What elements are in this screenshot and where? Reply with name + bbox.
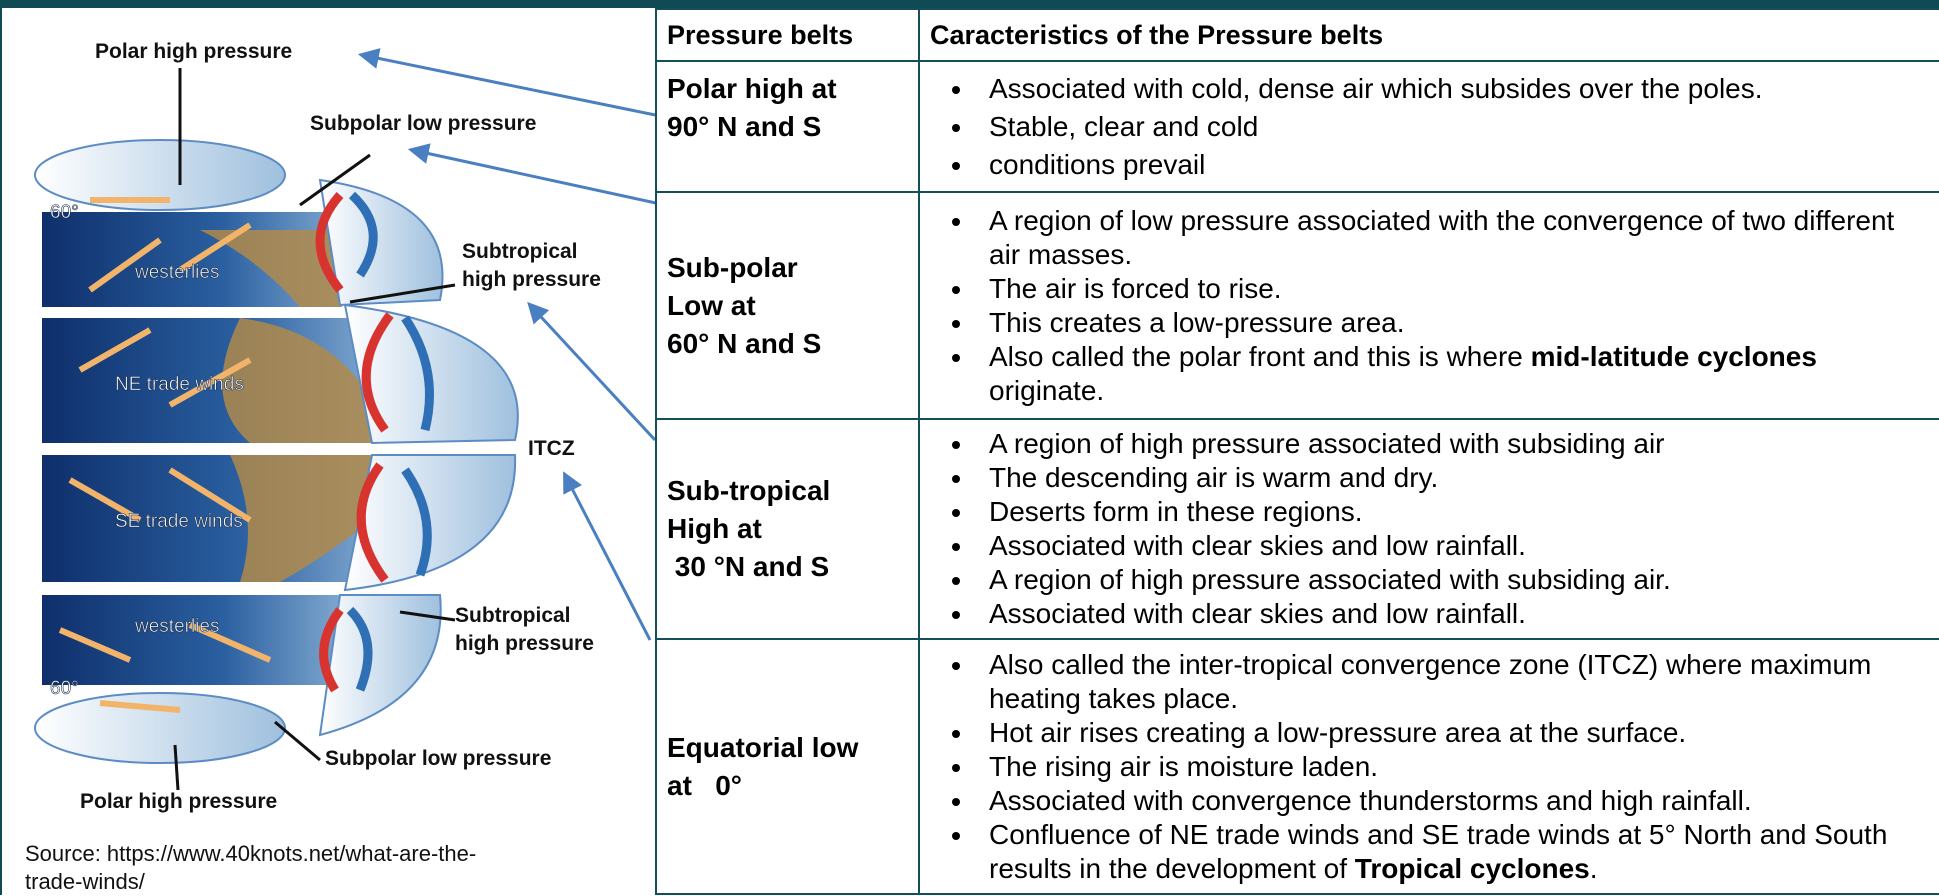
belt-line: Low at [667, 287, 908, 325]
bullet: Also called the inter-tropical convergen… [975, 648, 1929, 716]
globe-label: SE trade winds [115, 511, 243, 532]
bullet-part: originate. [989, 375, 1104, 406]
globe-label: westerlies [134, 616, 219, 637]
points-cell: Also called the inter-tropical convergen… [919, 639, 1939, 894]
diagram-label: high pressure [462, 268, 601, 291]
belt-line: Polar high at [667, 70, 908, 108]
globe-label: NE trade winds [115, 374, 244, 395]
diagram-label: Subtropical [462, 240, 578, 263]
header-cell: Pressure belts [656, 9, 919, 61]
bullet: Deserts form in these regions. [975, 495, 1929, 529]
belt-line: 90° N and S [667, 108, 908, 146]
page: Polar high pressure Subpolar low pressure… [0, 0, 1939, 895]
bullet-list: A region of low pressure associated with… [940, 204, 1929, 408]
bullet: A region of low pressure associated with… [975, 204, 1929, 272]
bullet: Hot air rises creating a low-pressure ar… [975, 716, 1929, 750]
globe-label: 60° [50, 678, 79, 699]
bullet: This creates a low-pressure area. [975, 306, 1929, 340]
bullet: Stable, clear and cold [975, 108, 1929, 146]
bullet: The rising air is moisture laden. [975, 750, 1929, 784]
bullet: Also called the polar front and this is … [975, 340, 1929, 408]
bullet: Associated with cold, dense air which su… [975, 70, 1929, 108]
points-cell: A region of high pressure associated wit… [919, 419, 1939, 639]
diagram-label: Subpolar low pressure [310, 112, 536, 135]
points-cell: A region of low pressure associated with… [919, 192, 1939, 419]
source-line: trade-winds/ [25, 868, 476, 896]
globe-diagram: Polar high pressure Subpolar low pressure… [0, 0, 655, 895]
bullet-part: . [1590, 853, 1598, 884]
belt-line: 30 °N and S [667, 548, 908, 586]
diagram-label: Subtropical [455, 604, 571, 627]
diagram-panel: Polar high pressure Subpolar low pressure… [0, 0, 655, 895]
polar-cell [35, 693, 285, 763]
belt-line: High at [667, 510, 908, 548]
source-line: Source: https://www.40knots.net/what-are… [25, 840, 476, 868]
bullet: A region of high pressure associated wit… [975, 563, 1929, 597]
bullet: The air is forced to rise. [975, 272, 1929, 306]
bullet-part: Also called the polar front and this is … [989, 341, 1531, 372]
bullet-part: Tropical cyclones [1355, 853, 1590, 884]
bullet: Associated with convergence thunderstorm… [975, 784, 1929, 818]
diagram-label: Polar high pressure [95, 40, 292, 63]
diagram-label: high pressure [455, 632, 594, 655]
diagram-label: ITCZ [528, 437, 575, 460]
belt-line: 60° N and S [667, 325, 908, 363]
globe-label: westerlies [134, 262, 219, 283]
belt-line: at 0° [667, 767, 908, 805]
bullet: A region of high pressure associated wit… [975, 427, 1929, 461]
bullet-list: A region of high pressure associated wit… [940, 427, 1929, 631]
bullet: Associated with clear skies and low rain… [975, 529, 1929, 563]
globe-label: 60° [50, 202, 79, 223]
points-cell: Associated with cold, dense air which su… [919, 61, 1939, 192]
bullet: conditions prevail [975, 146, 1929, 184]
bullet-part: mid-latitude cyclones [1531, 341, 1817, 372]
bullet-list: Also called the inter-tropical convergen… [940, 648, 1929, 886]
bullet: Confluence of NE trade winds and SE trad… [975, 818, 1929, 886]
bullet: Associated with clear skies and low rain… [975, 597, 1929, 631]
bullet: The descending air is warm and dry. [975, 461, 1929, 495]
belt-line: Equatorial low [667, 729, 908, 767]
header-cell: Caracteristics of the Pressure belts [919, 9, 1939, 61]
diagram-label: Subpolar low pressure [325, 747, 551, 770]
bullet-list: Associated with cold, dense air which su… [940, 70, 1929, 184]
belt-line: Sub-tropical [667, 472, 908, 510]
belt-line: Sub-polar [667, 249, 908, 287]
diagram-label: Polar high pressure [80, 790, 277, 813]
source: Source: https://www.40knots.net/what-are… [25, 840, 476, 896]
